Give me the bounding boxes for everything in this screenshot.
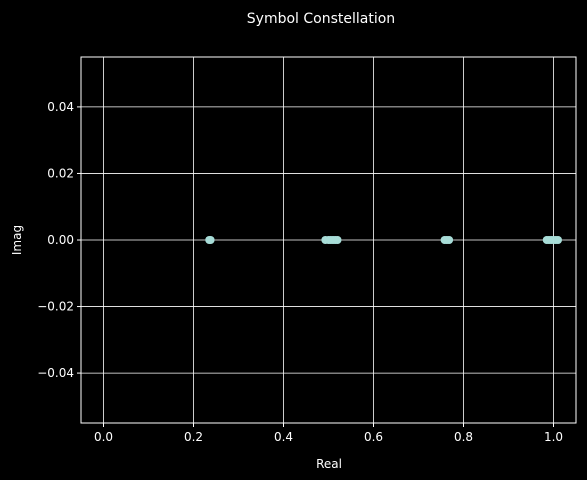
data-point <box>554 236 562 244</box>
x-axis-label: Real <box>316 457 342 471</box>
y-tick-label: 0.00 <box>47 233 74 247</box>
x-tick-label: 0.4 <box>274 430 293 444</box>
y-tick-label: −0.02 <box>37 300 74 314</box>
data-points <box>205 236 562 244</box>
y-tick-label: −0.04 <box>37 366 74 380</box>
x-tick-label: 1.0 <box>544 430 563 444</box>
x-tick-label: 0.6 <box>364 430 383 444</box>
data-point <box>445 236 454 244</box>
x-tick-label: 0.2 <box>184 430 203 444</box>
data-point <box>333 236 342 244</box>
y-tick-label: 0.02 <box>47 166 74 180</box>
x-tick-label: 0.0 <box>94 430 113 444</box>
x-axis: 0.0 0.2 0.4 0.6 0.8 1.0 <box>94 423 563 444</box>
y-axis: −0.04 −0.02 0.00 0.02 0.04 <box>37 100 81 380</box>
data-point <box>206 236 215 244</box>
chart-title: Symbol Constellation <box>247 11 395 27</box>
y-tick-label: 0.04 <box>47 100 74 114</box>
y-axis-label: Imag <box>10 225 24 255</box>
x-tick-label: 0.8 <box>454 430 473 444</box>
